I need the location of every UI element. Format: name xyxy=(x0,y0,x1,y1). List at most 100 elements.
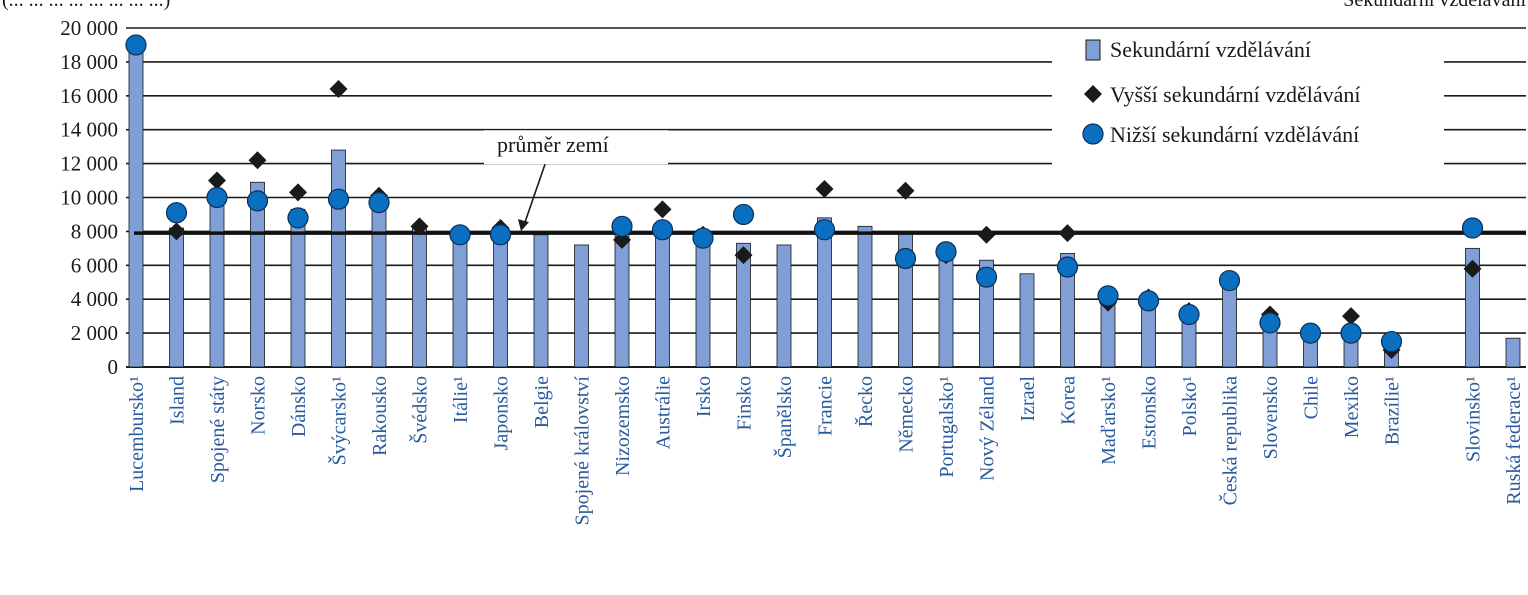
bar xyxy=(1505,337,1521,368)
x-tick-label: Švédsko xyxy=(408,376,432,444)
x-tick-label: Izrael xyxy=(1017,376,1039,422)
diamond-marker xyxy=(1463,259,1482,278)
circle-marker xyxy=(1461,217,1484,239)
average-arrow-head xyxy=(518,219,529,232)
circle-marker xyxy=(1137,290,1160,312)
bar xyxy=(574,244,589,368)
y-tick-label: 2 000 xyxy=(71,321,118,345)
x-tick-label: Mexiko xyxy=(1341,376,1363,438)
circle-marker xyxy=(327,188,350,210)
x-tick-label: Polsko¹ xyxy=(1179,376,1201,436)
bar xyxy=(1019,273,1035,368)
diamond-marker xyxy=(248,151,267,170)
average-label-background xyxy=(484,130,668,165)
x-tick-label: Nizozemsko xyxy=(612,376,634,476)
bar xyxy=(493,229,508,368)
legend-bar-label: Sekundární vzdělávání xyxy=(1110,37,1311,62)
x-tick-label: Irsko xyxy=(693,376,715,417)
header-right-clipped: Sekundární vzdělávání xyxy=(1343,0,1526,11)
x-tick-label: Řecko xyxy=(854,376,877,427)
bar xyxy=(776,244,792,368)
x-tick-label: Portugalsko¹ xyxy=(936,376,958,478)
x-tick-label: Brazílie¹ xyxy=(1382,376,1404,445)
x-tick-label: Japonsko xyxy=(491,376,513,450)
diamond-marker xyxy=(977,225,996,244)
circle-marker xyxy=(1056,256,1079,278)
legend: Sekundární vzdělávání Vyšší sekundární v… xyxy=(1052,30,1444,180)
x-tick-label: Nový Zéland xyxy=(977,376,999,481)
x-tick-label: Ruská federace¹ xyxy=(1503,376,1525,505)
average-arrow xyxy=(523,163,546,226)
circle-marker xyxy=(1097,285,1119,307)
x-tick-label: Itálie¹ xyxy=(450,376,472,423)
bar xyxy=(128,46,144,368)
x-tick-label: Francie xyxy=(815,376,837,436)
circle-marker xyxy=(975,266,998,288)
legend-circle-swatch xyxy=(1082,123,1104,145)
x-tick-label: Estonsko xyxy=(1139,376,1161,449)
diamond-marker xyxy=(208,171,226,190)
y-tick-label: 12 000 xyxy=(60,152,118,176)
y-tick-label: 10 000 xyxy=(60,186,118,210)
x-tick-label: Chile xyxy=(1301,376,1323,419)
circle-marker xyxy=(692,227,714,249)
x-tick-label: Lucembursko¹ xyxy=(126,376,148,492)
circle-marker xyxy=(1259,312,1281,334)
y-tick-label: 8 000 xyxy=(71,219,118,243)
circle-marker xyxy=(287,207,309,229)
y-tick-label: 6 000 xyxy=(71,253,118,277)
bar xyxy=(169,227,184,368)
circle-marker xyxy=(1380,330,1403,353)
legend-diamond-swatch xyxy=(1084,85,1102,103)
bar xyxy=(1465,247,1480,368)
diamond-marker xyxy=(410,217,429,236)
circle-marker xyxy=(125,34,147,56)
diamond-marker xyxy=(1058,224,1077,243)
x-tick-label: Belgie xyxy=(531,376,553,428)
x-tick-label: Slovensko xyxy=(1260,376,1282,459)
x-tick-label: Česká republika xyxy=(1218,376,1242,506)
legend-background xyxy=(1052,30,1444,180)
x-tick-label: Spojené království xyxy=(572,376,594,526)
circle-marker xyxy=(368,191,390,214)
header-left-clipped: (... ... ... ... ... ... ... ...) xyxy=(2,0,170,11)
circle-marker xyxy=(489,224,512,246)
circle-marker xyxy=(1299,322,1322,344)
bar xyxy=(371,198,387,368)
y-tick-label: 18 000 xyxy=(60,50,118,74)
bar xyxy=(655,222,670,368)
circle-marker xyxy=(1178,303,1200,326)
bar xyxy=(736,242,751,368)
x-tick-label: Finsko xyxy=(734,376,756,430)
bar xyxy=(1222,281,1237,368)
circle-marker xyxy=(1218,269,1241,292)
bar xyxy=(533,234,549,368)
circle-marker xyxy=(935,241,957,263)
legend-item-circle: Nižší sekundární vzdělávání xyxy=(1082,122,1359,147)
x-tick-label: Švýcarsko¹ xyxy=(327,376,351,465)
circle-marker xyxy=(732,203,755,226)
circle-marker xyxy=(651,219,674,241)
diamond-marker xyxy=(653,200,672,219)
x-tick-label: Island xyxy=(167,376,189,425)
legend-bar-swatch xyxy=(1085,39,1101,61)
y-tick-label: 14 000 xyxy=(60,118,118,142)
y-tick-label: 20 000 xyxy=(60,16,118,40)
bar xyxy=(695,236,711,368)
y-tick-label: 0 xyxy=(108,355,119,379)
bar xyxy=(209,193,225,368)
markers xyxy=(125,34,1484,360)
diamond-marker xyxy=(734,246,753,265)
circle-marker xyxy=(246,190,269,212)
circle-marker xyxy=(165,202,188,224)
bar xyxy=(817,217,832,368)
diamond-marker xyxy=(896,181,915,200)
bar xyxy=(412,225,427,368)
x-tick-label: Dánsko xyxy=(288,376,310,437)
x-tick-label: Německo xyxy=(896,376,918,453)
bar xyxy=(857,225,873,368)
x-tick-label: Austrálie xyxy=(653,376,675,449)
circle-marker xyxy=(813,219,836,241)
average-label: průměr zemí xyxy=(497,132,609,157)
